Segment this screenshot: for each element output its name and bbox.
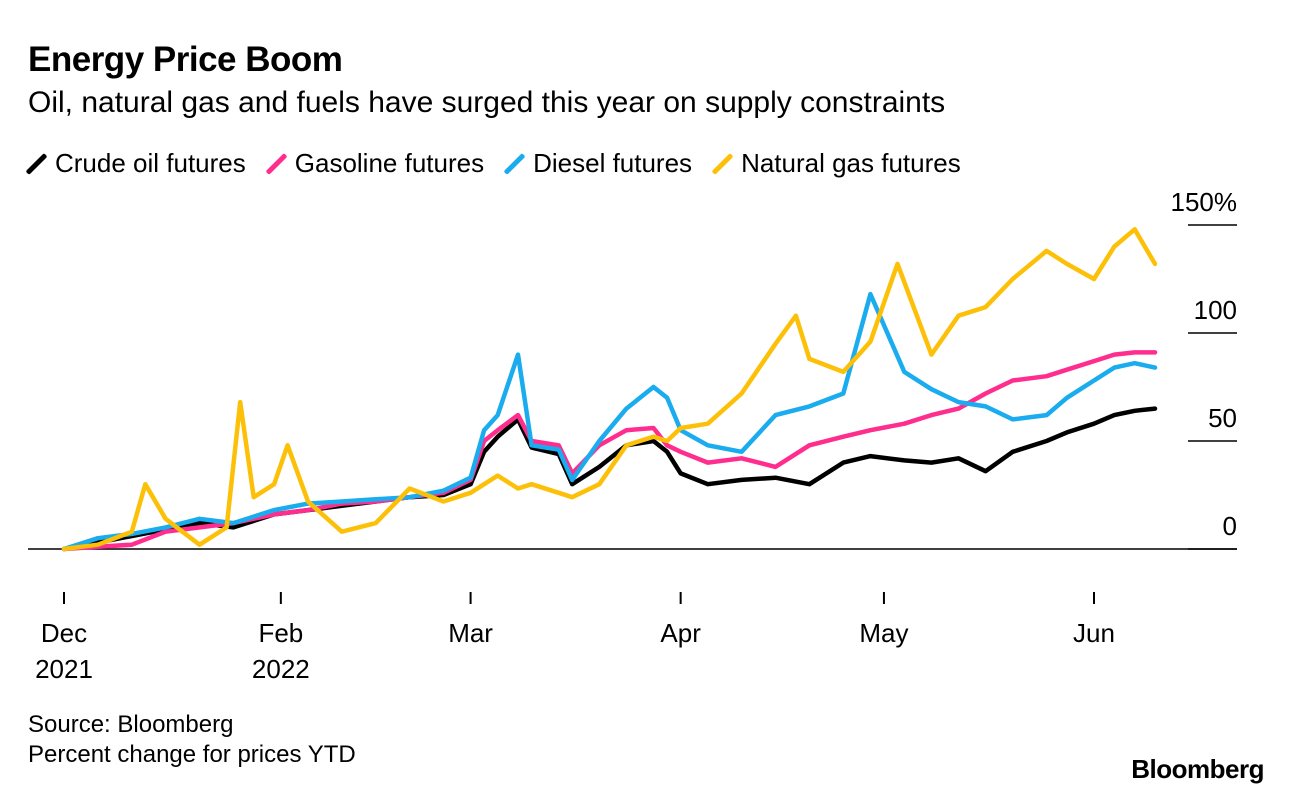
legend-item-crude: Crude oil futures [25,148,246,179]
legend-label-natgas: Natural gas futures [741,148,961,178]
legend-label-crude: Crude oil futures [55,148,246,178]
chart-title: Energy Price Boom [28,40,343,79]
x-tick-label: 2022 [252,654,310,684]
x-tick-label: 2021 [35,654,93,684]
y-tick-label: 50 [1208,403,1237,433]
legend-item-natgas: Natural gas futures [711,148,961,179]
legend-item-diesel: Diesel futures [503,148,693,179]
series-line-diesel-futures [61,291,1158,552]
series-line-natural-gas-futures [61,227,1158,552]
x-tick-label: Feb [258,618,303,648]
y-tick-label: 150% [1171,187,1238,217]
source-line: Source: Bloomberg [28,711,234,738]
x-tick-label: Jun [1073,618,1115,648]
x-axis: Dec 2021 Feb 2022 Mar Apr May Jun [35,592,1115,684]
y-tick-label: 0 [1223,511,1237,541]
bloomberg-logo: Bloomberg [1131,754,1264,784]
legend-label-gasoline: Gasoline futures [294,148,485,178]
chart-subtitle: Oil, natural gas and fuels have surged t… [28,86,946,119]
y-axis: 0 50 100 150% [28,187,1238,550]
y-tick-label: 100 [1194,295,1237,325]
legend-label-diesel: Diesel futures [533,148,693,178]
note-line: Percent change for prices YTD [28,741,356,768]
source-note: Source: Bloomberg Percent change for pri… [28,710,356,770]
x-tick-label: Mar [448,618,493,648]
x-tick-label: Apr [660,618,701,648]
legend: Crude oil futures Gasoline futures Diese… [25,148,961,179]
series-layer [61,227,1158,552]
x-tick-label: May [859,618,908,648]
x-tick-label: Dec [41,618,87,648]
series-line-gasoline-futures [61,350,1158,552]
legend-item-gasoline: Gasoline futures [265,148,485,179]
